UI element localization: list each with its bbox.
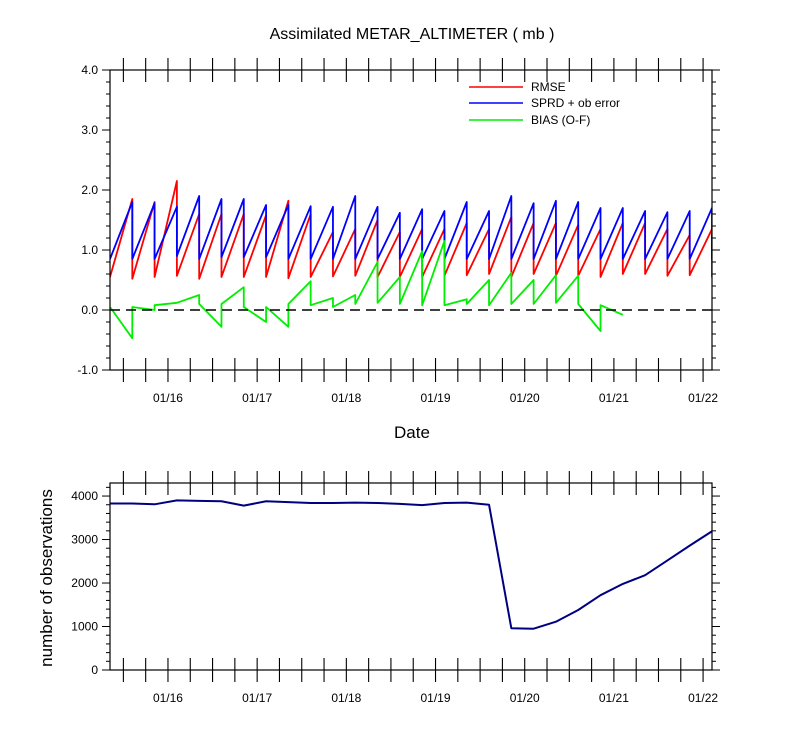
top-y-tick-label: -1.0 (77, 363, 98, 377)
legend-label-bias: BIAS (O-F) (531, 113, 590, 127)
bottom-x-tick-label: 01/21 (599, 691, 629, 705)
bottom-x-tick-labels: 01/16 01/17 01/18 01/19 01/20 01/21 01/22 (153, 691, 718, 705)
top-x-tick-label: 01/18 (331, 391, 361, 405)
bottom-y-tick-label: 1000 (71, 620, 98, 634)
bottom-ticks (102, 471, 720, 682)
bottom-x-tick-label: 01/18 (331, 691, 361, 705)
x-axis-title: Date (394, 423, 430, 442)
top-y-tick-label: 4.0 (81, 63, 98, 77)
series-line-observation-count (110, 499, 712, 630)
bottom-x-tick-label: 01/20 (510, 691, 540, 705)
bottom-y-tick-label: 2000 (71, 576, 98, 590)
bottom-plot-frame (109, 482, 713, 671)
series-line-sprd (110, 195, 712, 260)
bottom-x-tick-label: 01/17 (242, 691, 272, 705)
top-x-tick-label: 01/22 (688, 391, 718, 405)
top-x-tick-label: 01/20 (510, 391, 540, 405)
bottom-y-tick-label: 0 (91, 663, 98, 677)
legend-label-sprd: SPRD + ob error (531, 96, 620, 110)
bottom-y-tick-label: 4000 (71, 489, 98, 503)
bottom-x-tick-label: 01/19 (421, 691, 451, 705)
bottom-x-tick-label: 01/16 (153, 691, 183, 705)
legend: RMSE SPRD + ob error BIAS (O-F) (469, 80, 620, 127)
top-x-tick-labels: 01/16 01/17 01/18 01/19 01/20 01/21 01/22 (153, 391, 718, 405)
bottom-y-tick-labels: 0 1000 2000 3000 4000 (71, 489, 98, 677)
top-y-tick-label: 3.0 (81, 123, 98, 137)
top-x-tick-label: 01/17 (242, 391, 272, 405)
top-plot-frame (109, 69, 713, 371)
top-x-tick-label: 01/16 (153, 391, 183, 405)
chart-title: Assimilated METAR_ALTIMETER ( mb ) (270, 26, 555, 43)
top-series-layer (110, 180, 712, 340)
bottom-y-tick-label: 3000 (71, 533, 98, 547)
series-line-bias (110, 240, 624, 340)
top-x-tick-label: 01/21 (599, 391, 629, 405)
top-y-tick-label: 0.0 (81, 303, 98, 317)
legend-label-rmse: RMSE (531, 80, 566, 94)
top-y-tick-labels: -1.0 0.0 1.0 2.0 3.0 4.0 (77, 63, 98, 377)
top-y-tick-label: 1.0 (81, 243, 98, 257)
top-chart-panel: -1.0 0.0 1.0 2.0 3.0 4.0 01/16 01/17 01/18 01/19… (77, 58, 720, 405)
bottom-series-layer (110, 499, 712, 630)
top-x-tick-label: 01/19 (421, 391, 451, 405)
top-ticks (102, 58, 720, 382)
top-y-tick-label: 2.0 (81, 183, 98, 197)
y-axis-title-observations: number of observations (37, 489, 56, 667)
bottom-x-tick-label: 01/22 (688, 691, 718, 705)
